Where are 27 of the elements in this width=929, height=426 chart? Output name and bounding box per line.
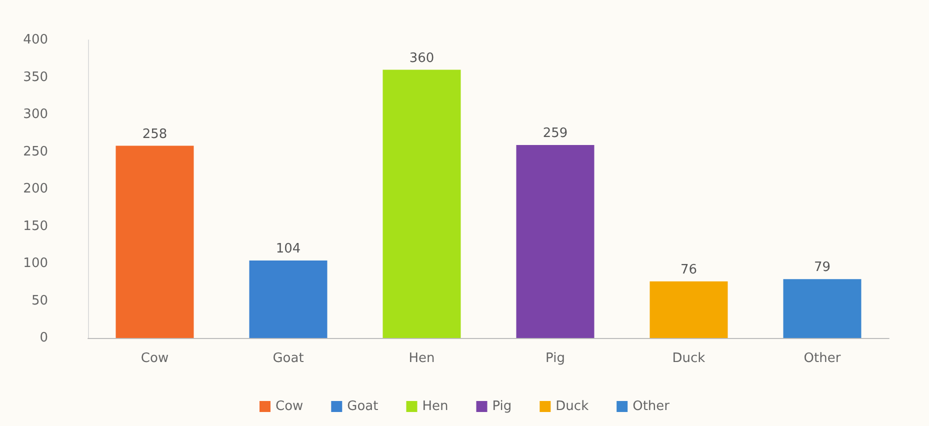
x-tick-label: Pig — [546, 351, 565, 366]
y-tick-label: 50 — [31, 293, 48, 308]
data-label: 259 — [542, 126, 568, 142]
data-label: 76 — [680, 262, 698, 278]
x-tick-label: Duck — [672, 351, 706, 366]
x-tick-label: Goat — [272, 351, 304, 366]
data-label: 258 — [142, 126, 168, 142]
y-tick-label: 0 — [40, 330, 48, 346]
legend-label: Cow — [275, 399, 304, 414]
y-tick-label: 300 — [23, 107, 48, 122]
y-tick-label: 400 — [23, 32, 48, 48]
x-tick-label: Cow — [140, 351, 169, 366]
y-tick-label: 150 — [23, 218, 48, 234]
y-tick-label: 200 — [23, 182, 48, 196]
x-tick-label: Hen — [408, 351, 435, 366]
y-tick-label: 100 — [23, 256, 48, 271]
legend-label: Goat — [347, 399, 378, 414]
legend-label: Hen — [422, 399, 448, 414]
legend-label: Other — [632, 399, 670, 414]
y-tick-label: 250 — [23, 144, 48, 160]
legend-label: Duck — [556, 399, 590, 414]
x-tick-label: Other — [804, 351, 842, 366]
data-label: 360 — [409, 50, 434, 66]
y-tick-label: 350 — [23, 70, 48, 85]
legend-label: Pig — [492, 399, 512, 414]
data-label: 104 — [276, 242, 301, 257]
data-label: 79 — [814, 260, 831, 276]
